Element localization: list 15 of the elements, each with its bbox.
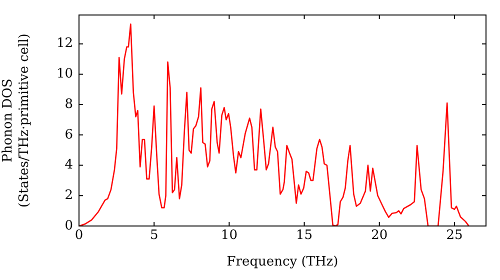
y-tick-label: 2 <box>64 188 73 204</box>
y-tick-label: 8 <box>64 96 73 112</box>
y-tick-label: 0 <box>64 218 73 234</box>
y-axis-title: Phonon DOS (States/THz·primitive cell) <box>0 33 32 208</box>
y-tick-label: 4 <box>64 158 73 173</box>
y-tick-label: 12 <box>56 36 73 52</box>
y-tick-label: 6 <box>64 127 73 142</box>
x-tick-label: 0 <box>74 228 84 244</box>
x-tick-label: 15 <box>296 228 313 244</box>
x-tick-label: 20 <box>371 228 388 244</box>
y-tick-label: 10 <box>56 66 73 82</box>
x-axis-title: Frequency (THz) <box>226 254 338 270</box>
x-tick-label: 10 <box>220 228 238 244</box>
x-tick-label: 25 <box>446 228 463 244</box>
x-tick-label: 5 <box>150 228 158 244</box>
